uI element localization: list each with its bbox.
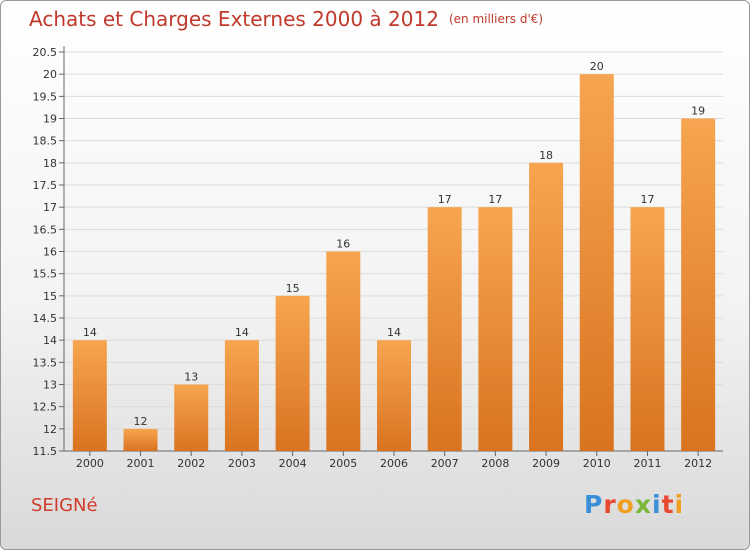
proxiti-logo: Proxiti [584, 490, 684, 519]
y-tick-label: 15 [43, 290, 57, 303]
x-tick-label: 2003 [228, 457, 256, 470]
bar [174, 384, 209, 451]
x-tick-label: 2012 [684, 457, 712, 470]
data-label: 20 [590, 60, 604, 73]
y-tick-label: 15.5 [33, 268, 58, 281]
x-tick-label: 2002 [177, 457, 205, 470]
data-label: 12 [134, 415, 148, 428]
y-tick-label: 12 [43, 423, 57, 436]
bar [275, 295, 310, 451]
y-tick-label: 18.5 [33, 135, 58, 148]
data-label: 17 [438, 193, 452, 206]
data-label: 19 [691, 105, 705, 118]
y-tick-label: 17.5 [33, 179, 58, 192]
logo-letter: r [603, 490, 617, 519]
data-label: 13 [184, 371, 198, 384]
x-tick-label: 2005 [329, 457, 357, 470]
location-label: SEIGNé [31, 495, 98, 516]
data-label: 17 [640, 193, 654, 206]
x-tick-label: 2004 [279, 457, 307, 470]
y-tick-label: 14.5 [33, 312, 58, 325]
y-tick-label: 18 [43, 157, 57, 170]
y-tick-label: 19.5 [33, 90, 58, 103]
x-tick-label: 2011 [633, 457, 661, 470]
data-label: 15 [286, 282, 300, 295]
y-tick-label: 11.5 [33, 445, 58, 458]
logo-letter: P [584, 490, 604, 519]
chart-title: Achats et Charges Externes 2000 à 2012 (e… [29, 7, 543, 31]
y-tick-label: 12.5 [33, 401, 58, 414]
y-tick-label: 13 [43, 379, 57, 392]
chart-unit: (en milliers d'€) [448, 12, 544, 26]
bar [377, 340, 411, 451]
bar [72, 340, 107, 451]
bar [579, 74, 614, 452]
y-tick-label: 14 [43, 334, 57, 347]
logo-letter: i [652, 490, 662, 519]
bar [478, 207, 513, 451]
y-tick-label: 16 [43, 246, 57, 259]
logo-letter: x [634, 490, 652, 519]
data-label: 18 [539, 149, 553, 162]
x-tick-label: 2007 [431, 457, 459, 470]
logo-letter: t [661, 490, 675, 519]
y-tick-label: 20 [43, 68, 57, 81]
data-label: 14 [235, 326, 249, 339]
x-tick-label: 2008 [481, 457, 509, 470]
bar [529, 162, 564, 452]
y-tick-label: 20.5 [33, 46, 58, 59]
x-tick-label: 2000 [76, 457, 104, 470]
x-tick-label: 2010 [583, 457, 611, 470]
bar [224, 340, 259, 451]
bar [326, 251, 361, 451]
y-tick-label: 19 [43, 113, 57, 126]
logo-letter: i [674, 490, 685, 519]
x-tick-label: 2006 [380, 457, 408, 470]
bar [681, 118, 716, 451]
axes: 11.5 12 12.5 13 13.5 14 14.5 15 15.5 16 16.5 17 17.5… [33, 46, 723, 458]
labels: 14 2000 12 2001 13 2002 14 2003 15 2004 16 2005 14 20… [76, 60, 712, 470]
bar [630, 207, 665, 451]
y-tick-label: 17 [43, 201, 57, 214]
data-label: 14 [387, 326, 401, 339]
bar [427, 207, 462, 451]
y-tick-label: 13.5 [33, 356, 58, 369]
bars [72, 74, 716, 452]
data-label: 14 [83, 326, 97, 339]
data-label: 16 [336, 238, 350, 251]
logo-letter: o [616, 490, 635, 519]
x-tick-label: 2009 [532, 457, 560, 470]
bar [123, 428, 158, 451]
y-tick-label: 16.5 [33, 223, 58, 236]
data-label: 17 [488, 193, 502, 206]
x-tick-label: 2001 [127, 457, 155, 470]
chart-title-text: Achats et Charges Externes 2000 à 2012 [29, 7, 439, 31]
